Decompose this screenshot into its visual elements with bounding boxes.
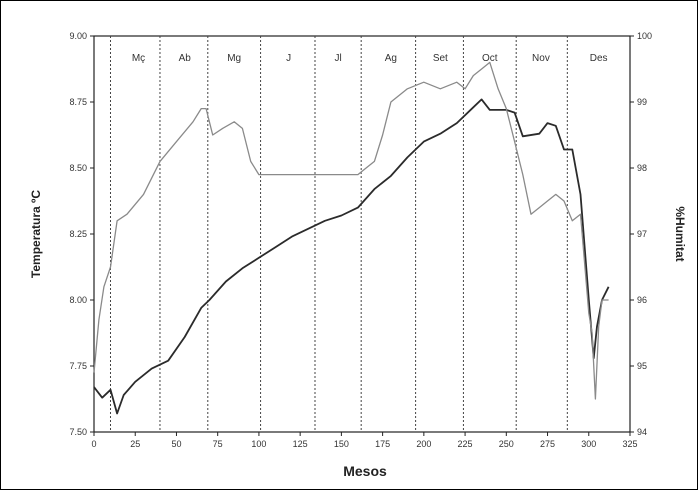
x-tick-label: 275 [540, 439, 555, 449]
month-dividers [109, 36, 568, 432]
x-tick-label: 75 [213, 439, 223, 449]
x-tick-label: 50 [171, 439, 181, 449]
series-layer [93, 61, 610, 415]
y-right-axis-title: %Humitat [673, 206, 687, 261]
month-label: Ag [385, 53, 397, 64]
month-label: Mç [132, 53, 145, 64]
x-tick-label: 125 [293, 439, 308, 449]
y-right-axis: 94 95 96 97 98 99 100 [630, 31, 652, 437]
x-tick-label: 225 [458, 439, 473, 449]
x-axis-title: Mesos [343, 463, 387, 479]
y-right-tick-label: 96 [637, 295, 647, 305]
month-label: Des [590, 53, 608, 64]
humidity-series-line [93, 61, 609, 400]
month-label: Oct [482, 53, 498, 64]
y-left-tick-label: 9.00 [69, 31, 87, 41]
month-label: Set [433, 53, 448, 64]
y-right-tick-label: 99 [637, 97, 647, 107]
y-right-tick-label: 98 [637, 163, 647, 173]
month-label: J [286, 53, 291, 64]
x-tick-label: 325 [622, 439, 637, 449]
y-left-tick-label: 7.50 [69, 427, 87, 437]
x-tick-label: 175 [375, 439, 390, 449]
y-left-tick-label: 8.75 [69, 97, 87, 107]
x-tick-label: 0 [91, 439, 96, 449]
x-tick-label: 250 [499, 439, 514, 449]
y-left-axis-title: Temperatura ºC [29, 190, 43, 279]
month-label: Ab [179, 53, 192, 64]
month-labels: Mç Ab Mg J Jl Ag Set Oct Nov Des [132, 53, 608, 64]
y-left-tick-label: 8.25 [69, 229, 87, 239]
y-right-tick-label: 97 [637, 229, 647, 239]
y-left-tick-label: 8.50 [69, 163, 87, 173]
x-tick-label: 25 [130, 439, 140, 449]
y-left-tick-label: 8.00 [69, 295, 87, 305]
y-right-tick-label: 94 [637, 427, 647, 437]
x-tick-label: 200 [416, 439, 431, 449]
y-left-axis: 7.50 7.75 8.00 8.25 8.50 8.75 9.00 [69, 31, 94, 437]
month-label: Mg [227, 53, 241, 64]
y-right-tick-label: 100 [637, 31, 652, 41]
temperature-series-line [93, 98, 610, 415]
month-label: Jl [334, 53, 341, 64]
month-label: Nov [532, 53, 550, 64]
x-tick-label: 150 [334, 439, 349, 449]
plot-area [93, 35, 631, 433]
y-right-tick-label: 95 [637, 361, 647, 371]
x-tick-label: 300 [581, 439, 596, 449]
plot-border [93, 35, 631, 433]
y-left-tick-label: 7.75 [69, 361, 87, 371]
x-tick-label: 100 [251, 439, 266, 449]
x-axis: 0 25 50 75 100 125 150 175 200 225 250 275 300 325 [91, 432, 638, 449]
